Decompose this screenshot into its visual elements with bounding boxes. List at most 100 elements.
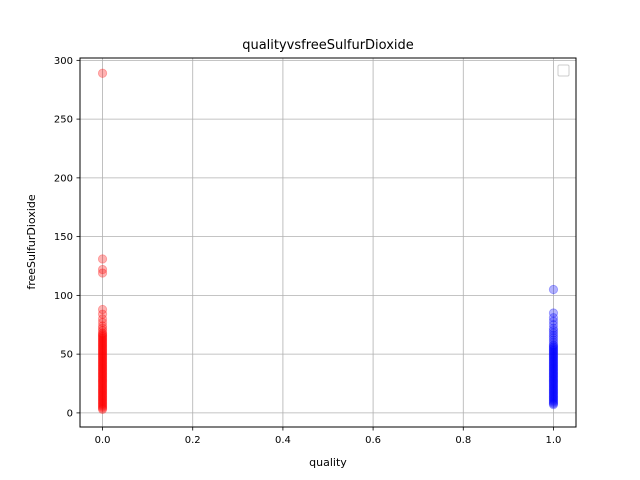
data-point-series-0 (97, 360, 108, 370)
data-point-series-1 (548, 335, 559, 345)
data-point-series-1 (548, 369, 559, 379)
data-point-series-0 (97, 376, 108, 386)
data-point-series-1 (548, 347, 559, 357)
data-point-series-1 (548, 397, 559, 407)
data-point-series-0 (97, 402, 108, 412)
data-point-series-0 (97, 338, 108, 349)
data-point-series-0 (97, 357, 108, 367)
data-point-series-0 (97, 350, 108, 360)
data-point-series-1 (548, 382, 559, 392)
data-point-series-1 (548, 391, 559, 402)
data-point-series-1 (548, 340, 559, 350)
data-point-series-0 (97, 373, 108, 383)
data-point-series-1 (548, 353, 559, 363)
y-axis-label: freeSulfurDioxide (25, 194, 38, 290)
data-point-series-0 (97, 333, 108, 343)
data-point-series-1 (548, 360, 559, 370)
y-tick-label: 0 (67, 408, 73, 419)
data-point-series-1 (548, 313, 559, 323)
x-tick-label: 0.2 (185, 435, 201, 446)
data-point-series-0 (97, 380, 108, 390)
data-point-series-0 (97, 347, 108, 357)
data-point-series-0 (97, 323, 108, 333)
data-point-series-0 (97, 329, 108, 339)
data-point-series-1 (548, 388, 559, 398)
data-point-series-0 (97, 381, 108, 391)
data-point-series-1 (548, 368, 559, 378)
data-point-series-0 (97, 331, 108, 342)
data-point-series-0 (97, 390, 108, 400)
data-point-series-0 (97, 361, 108, 371)
data-point-series-1 (548, 387, 559, 397)
data-point-series-1 (548, 341, 559, 351)
x-axis-ticks: 0.0 0.2 0.4 0.6 0.8 1.0 (95, 427, 562, 446)
data-point-series-0 (97, 343, 108, 353)
data-point-series-1 (548, 320, 559, 330)
data-point-series-0 (97, 353, 108, 363)
x-tick-label: 0.8 (455, 435, 471, 446)
y-axis-ticks: 0 50 100 150 200 250 300 (54, 56, 80, 419)
data-point-series-1 (548, 395, 559, 405)
data-point-series-0 (97, 377, 108, 387)
data-point-series-0 (97, 268, 108, 278)
data-point-series-1 (548, 354, 559, 364)
data-point-series-0 (97, 254, 108, 264)
data-point-series-0 (97, 336, 108, 346)
data-point-series-0 (97, 355, 108, 365)
data-point-series-0 (97, 364, 108, 375)
data-point-series-0 (97, 393, 108, 403)
data-point-series-1 (548, 385, 559, 396)
data-point-series-0 (97, 398, 108, 409)
data-point-series-0 (97, 403, 108, 413)
data-point-series-0 (97, 371, 108, 382)
data-point-series-1 (548, 356, 559, 366)
y-tick-label: 150 (54, 232, 73, 243)
data-point-series-0 (97, 348, 108, 358)
data-point-series-1 (548, 328, 559, 338)
data-point-series-0 (97, 383, 108, 393)
data-point-series-0 (97, 334, 108, 344)
data-point-series-0 (97, 358, 108, 369)
data-point-series-0 (97, 344, 108, 355)
data-point-series-1 (548, 365, 559, 376)
data-point-series-1 (548, 364, 559, 375)
data-point-series-0 (97, 370, 108, 380)
data-point-series-0 (97, 321, 108, 331)
chart-title: qualityvsfreeSulfurDioxide (242, 38, 414, 53)
data-point-series-0 (97, 328, 108, 338)
data-point-series-1 (548, 389, 559, 399)
data-point-series-1 (548, 330, 559, 340)
data-point-series-1 (548, 377, 559, 387)
x-tick-label: 0.4 (275, 435, 291, 446)
data-point-series-0 (97, 404, 108, 414)
data-point-series-0 (97, 363, 108, 373)
data-point-series-1 (548, 284, 559, 295)
data-point-series-1 (548, 393, 559, 403)
x-tick-label: 1.0 (546, 435, 562, 446)
data-point-series-1 (548, 394, 559, 404)
data-point-series-1 (548, 357, 559, 367)
data-point-series-1 (548, 358, 559, 369)
data-point-series-1 (548, 373, 559, 383)
data-point-series-1 (548, 383, 559, 393)
grid-lines (80, 58, 576, 427)
data-point-series-1 (548, 375, 559, 385)
data-point-series-0 (97, 362, 108, 372)
data-point-series-1 (548, 376, 559, 386)
data-point-series-1 (548, 378, 559, 389)
data-point-series-1 (548, 308, 559, 318)
data-point-series-0 (97, 330, 108, 340)
plot-area (80, 58, 576, 427)
data-point-series-0 (97, 389, 108, 399)
y-tick-label: 250 (54, 115, 73, 126)
data-point-series-0 (97, 354, 108, 364)
data-point-series-0 (97, 317, 108, 328)
data-point-series-0 (97, 375, 108, 385)
data-point-series-0 (97, 326, 108, 336)
data-point-series-0 (97, 314, 108, 324)
data-point-series-1 (548, 349, 559, 359)
data-point-series-1 (548, 342, 559, 352)
data-point-series-0 (97, 395, 108, 405)
y-tick-label: 100 (54, 291, 73, 302)
data-point-series-1 (548, 363, 559, 373)
